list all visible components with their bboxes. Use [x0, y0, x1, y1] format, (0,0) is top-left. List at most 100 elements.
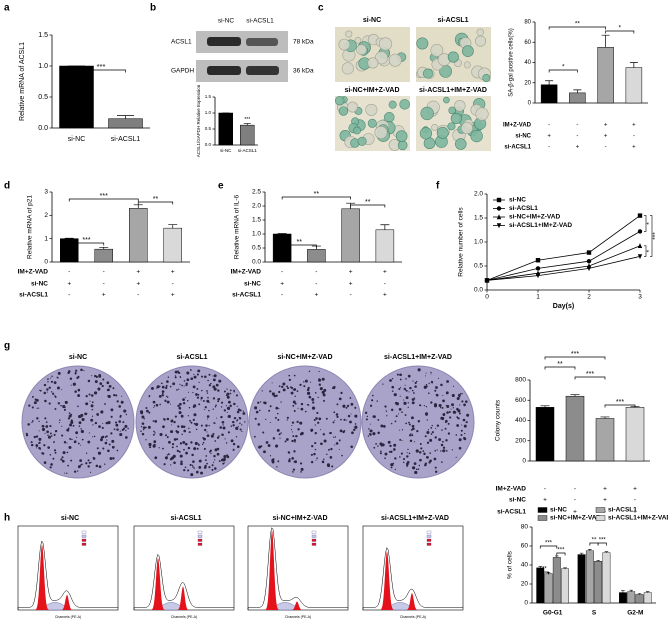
treatment-name: si-ACSL1: [497, 509, 526, 516]
y-axis-label: Relative mRNA of IL-6: [234, 194, 241, 259]
colony: [430, 433, 433, 435]
y-tick-label: 40: [524, 60, 531, 66]
significance-bracket: [544, 366, 576, 370]
colony: [294, 402, 297, 405]
colony: [288, 378, 292, 382]
colony: [31, 406, 34, 409]
colony: [125, 436, 128, 439]
colony: [237, 425, 239, 427]
flow-legend-swatch: [311, 534, 317, 538]
colony: [187, 391, 189, 393]
colony: [206, 399, 210, 403]
treatment-name: si-NC: [515, 134, 531, 140]
series-line: [486, 215, 641, 281]
colony: [314, 424, 316, 426]
colony: [402, 461, 405, 464]
colony: [401, 411, 403, 413]
colony: [342, 430, 345, 434]
colony: [226, 392, 230, 396]
colony: [66, 428, 70, 432]
bar: [625, 407, 645, 462]
colony: [446, 380, 449, 383]
significance-label: ***: [599, 538, 607, 544]
colony: [215, 383, 219, 387]
colony: [181, 384, 183, 387]
colony: [278, 390, 281, 394]
colony: [78, 421, 82, 425]
colony: [236, 419, 239, 421]
colony: [437, 377, 439, 379]
colony: [176, 449, 179, 452]
colony: [436, 449, 438, 451]
colony: [76, 436, 78, 438]
error-bar: [563, 567, 567, 569]
colony: [161, 390, 165, 393]
colony: [193, 413, 197, 417]
x-tick-label: si-NC: [220, 148, 232, 153]
colony: [288, 459, 291, 463]
colony: [39, 389, 41, 392]
colony: [310, 460, 314, 464]
colony: [47, 378, 49, 380]
colony: [233, 402, 236, 406]
colony: [217, 398, 219, 400]
panel-letter: g: [4, 341, 10, 352]
bar: [552, 557, 561, 604]
colony: [409, 439, 413, 443]
colony: [297, 428, 300, 431]
treatment-mark: +: [171, 292, 175, 299]
colony: [92, 436, 94, 438]
bar: [108, 118, 143, 129]
colony: [176, 445, 178, 448]
colony: [316, 411, 319, 414]
y-tick-label: 1.0: [474, 239, 483, 246]
error-bar: [637, 593, 642, 595]
colony: [226, 406, 231, 410]
photo-label: si-NC: [363, 17, 381, 24]
colony: [331, 465, 334, 468]
colony: [105, 421, 109, 425]
legend-label: si-ACSL1+IM+Z-VAD: [608, 515, 668, 522]
lane-label: si-ACSL1: [246, 18, 274, 25]
colony: [429, 452, 432, 454]
colony: [318, 417, 322, 421]
colony: [71, 438, 73, 441]
colony: [425, 412, 429, 416]
colony: [343, 418, 346, 421]
cell: [347, 101, 358, 113]
colony: [201, 375, 203, 378]
colony: [316, 457, 318, 459]
colony: [192, 385, 196, 389]
colony: [81, 416, 83, 418]
colony: [112, 457, 115, 460]
treatment-mark: +: [573, 509, 577, 516]
flow-x-label: Channels (PE-A): [285, 615, 311, 619]
colony: [441, 429, 443, 431]
colony: [393, 448, 396, 451]
colony: [148, 411, 151, 414]
colony: [417, 368, 421, 372]
colony: [430, 373, 432, 375]
colony: [166, 456, 168, 458]
colony: [80, 429, 84, 434]
bar: [565, 395, 585, 462]
colony: [452, 407, 454, 409]
bar: [341, 208, 360, 263]
flow-legend-swatch: [311, 542, 317, 546]
colony: [74, 371, 77, 374]
colony: [311, 444, 314, 448]
bar: [272, 233, 292, 263]
colony: [116, 449, 119, 452]
colony: [187, 446, 191, 450]
colony: [257, 401, 260, 404]
cell: [455, 138, 467, 150]
colony: [318, 383, 321, 386]
significance-bracket: [76, 69, 126, 73]
colony: [140, 425, 143, 428]
colony: [447, 432, 451, 435]
colony: [458, 412, 461, 415]
colony: [416, 380, 418, 383]
colony: [176, 389, 178, 391]
y-tick-label: 80: [521, 524, 529, 531]
colony: [254, 417, 257, 420]
